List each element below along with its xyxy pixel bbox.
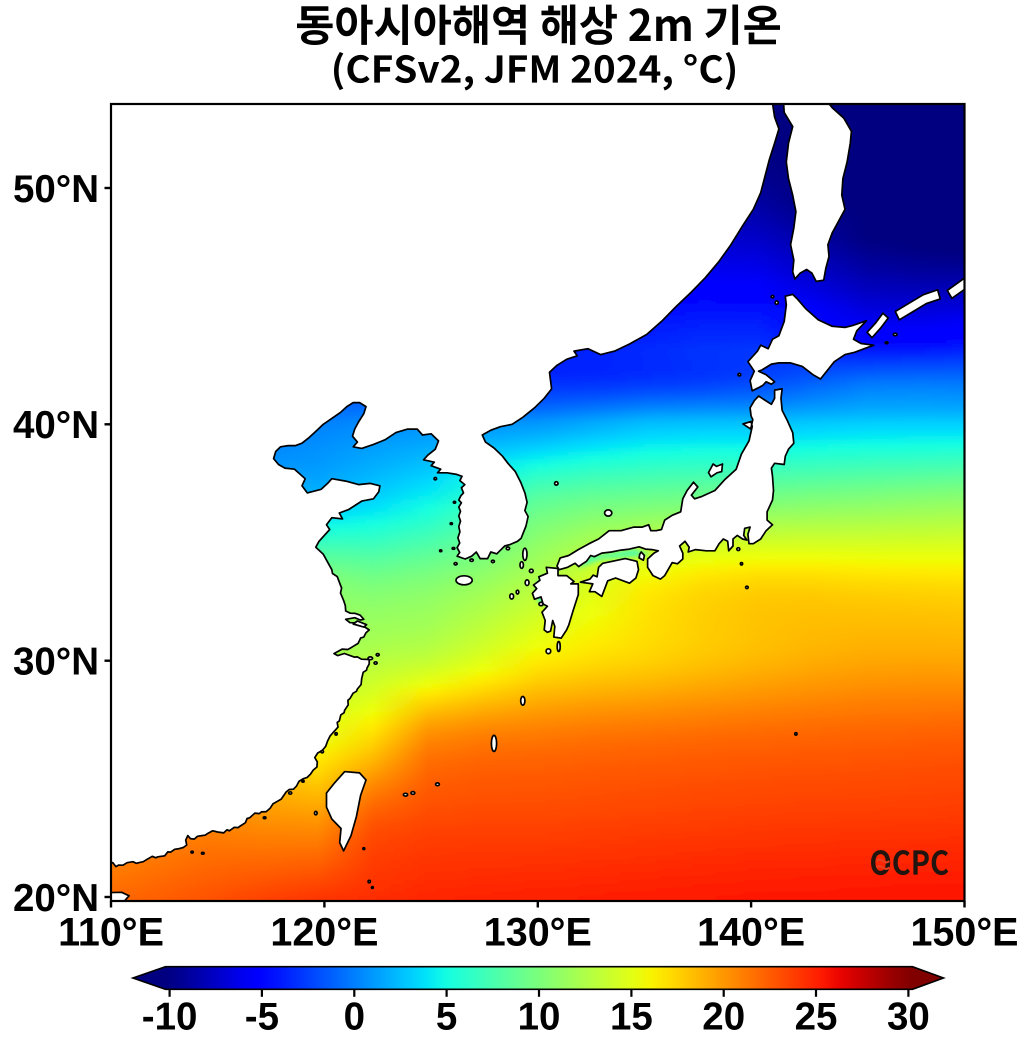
svg-text:110°E: 110°E	[58, 911, 164, 955]
svg-text:25: 25	[795, 996, 838, 1039]
svg-text:15: 15	[610, 996, 653, 1039]
svg-text:-5: -5	[245, 996, 279, 1039]
svg-text:20: 20	[702, 996, 745, 1039]
svg-text:10: 10	[518, 996, 561, 1039]
svg-text:0: 0	[344, 996, 365, 1039]
svg-text:30: 30	[887, 996, 930, 1039]
svg-text:130°E: 130°E	[484, 911, 592, 955]
svg-text:40°N: 40°N	[13, 404, 99, 447]
svg-text:140°E: 140°E	[697, 911, 805, 955]
svg-text:120°E: 120°E	[270, 911, 378, 955]
svg-text:150°E: 150°E	[910, 911, 1018, 955]
svg-text:50°N: 50°N	[13, 168, 99, 211]
svg-text:5: 5	[436, 996, 457, 1039]
svg-text:-10: -10	[142, 996, 198, 1039]
svg-text:20°N: 20°N	[13, 877, 99, 920]
svg-text:30°N: 30°N	[13, 641, 99, 684]
